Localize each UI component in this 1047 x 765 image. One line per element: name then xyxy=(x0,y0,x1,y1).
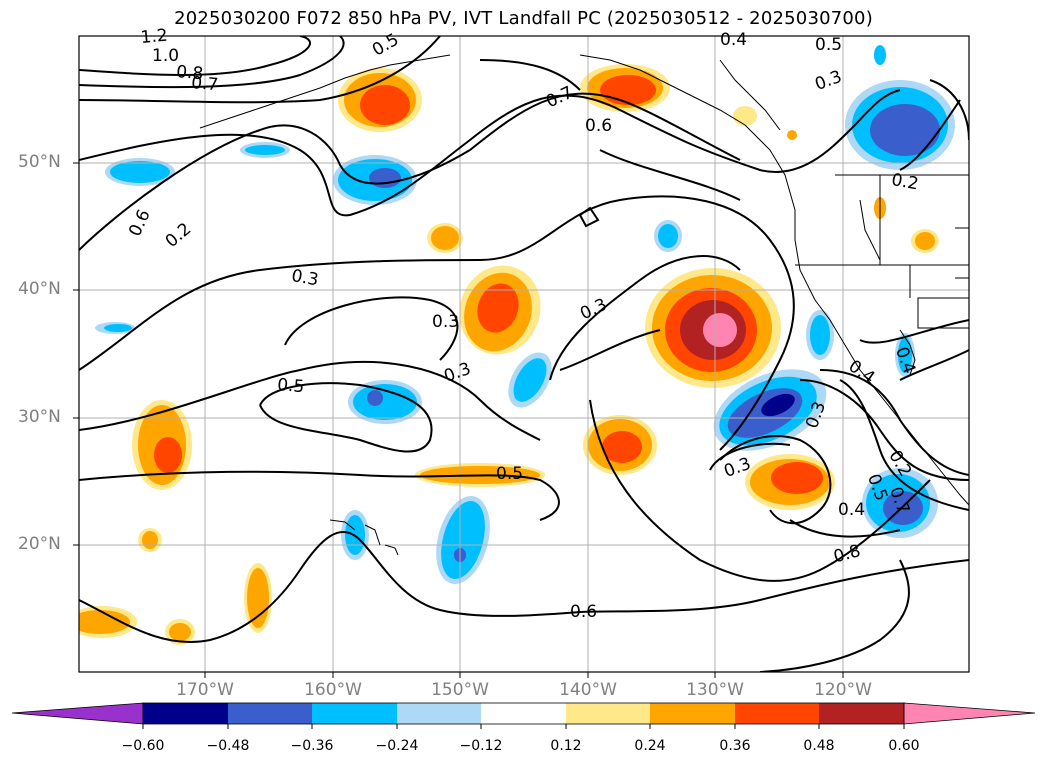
contour-label: 0.5 xyxy=(815,35,843,55)
contour-label: 0.4 xyxy=(720,30,748,50)
colorbar-tick: −0.36 xyxy=(290,738,334,754)
lon-label-160w: 160°W xyxy=(304,680,362,700)
colorbar-tick: 0.48 xyxy=(803,738,835,754)
lon-label-150w: 150°W xyxy=(431,680,489,700)
lat-label-30n: 30°N xyxy=(18,407,61,427)
contour-label: 0.7 xyxy=(190,73,220,96)
lon-label-120w: 120°W xyxy=(814,680,872,700)
colorbar-tick: 0.12 xyxy=(550,738,582,754)
contour-label: 0.6 xyxy=(570,602,598,622)
contour-label: 0.6 xyxy=(585,116,613,136)
pv-shading xyxy=(79,45,955,645)
contour-label: 0.4 xyxy=(838,500,866,520)
map-title: 2025030200 F072 850 hPa PV, IVT Landfall… xyxy=(174,8,873,29)
contour-label: 0.2 xyxy=(889,170,920,195)
lat-label-20n: 20°N xyxy=(18,534,61,554)
contour-label: 0.3 xyxy=(289,266,320,291)
map-frame xyxy=(78,35,970,673)
colorbar-tick: −0.60 xyxy=(121,738,165,754)
contour-label: 0.5 xyxy=(496,464,524,484)
lon-label-170w: 170°W xyxy=(176,680,234,700)
colorbar-tick: −0.48 xyxy=(206,738,250,754)
contour-label: 1.2 xyxy=(139,25,169,48)
pv-contours xyxy=(79,36,969,672)
lon-label-130w: 130°W xyxy=(686,680,744,700)
contour-label: 0.3 xyxy=(432,312,460,332)
colorbar-tick: −0.12 xyxy=(459,738,503,754)
lat-label-40n: 40°N xyxy=(18,279,61,299)
lon-label-140w: 140°W xyxy=(559,680,617,700)
colorbar-tick: 0.24 xyxy=(634,738,666,754)
graticule xyxy=(79,36,969,672)
colorbar-tick: 0.36 xyxy=(719,738,751,754)
colorbar xyxy=(11,702,1036,729)
colorbar-tick: −0.24 xyxy=(375,738,419,754)
lat-label-50n: 50°N xyxy=(18,152,61,172)
contour-label: 0.5 xyxy=(276,375,306,398)
contour-label: 1.0 xyxy=(152,46,180,66)
colorbar-tick: 0.60 xyxy=(888,738,920,754)
